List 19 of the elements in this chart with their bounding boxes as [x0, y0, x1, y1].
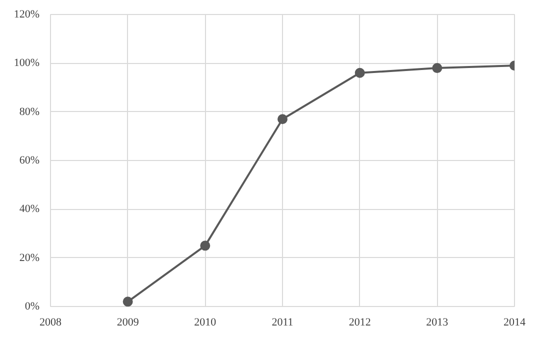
x-tick-label: 2009	[116, 316, 140, 328]
point	[278, 114, 288, 124]
y-tick-label: 120%	[14, 8, 40, 20]
y-tick-label: 60%	[19, 154, 40, 166]
y-tick-label: 20%	[19, 252, 40, 264]
point	[354, 68, 365, 78]
y-tick-label: 0%	[24, 300, 40, 312]
point	[432, 63, 442, 74]
point	[200, 240, 210, 251]
y-tick-label: 40%	[19, 203, 40, 216]
x-tick-label: 2011	[272, 316, 294, 328]
x-tick-label: 2014	[504, 316, 526, 328]
x-tick-label: 2012	[348, 316, 371, 328]
x-tick-label: 2008	[40, 316, 62, 328]
x-tick-label: 2013	[426, 316, 449, 328]
y-tick-label: 100%	[14, 57, 40, 70]
x-tick-label: 2010	[194, 316, 217, 328]
point	[122, 296, 133, 306]
y-tick-label: 80%	[19, 106, 40, 118]
